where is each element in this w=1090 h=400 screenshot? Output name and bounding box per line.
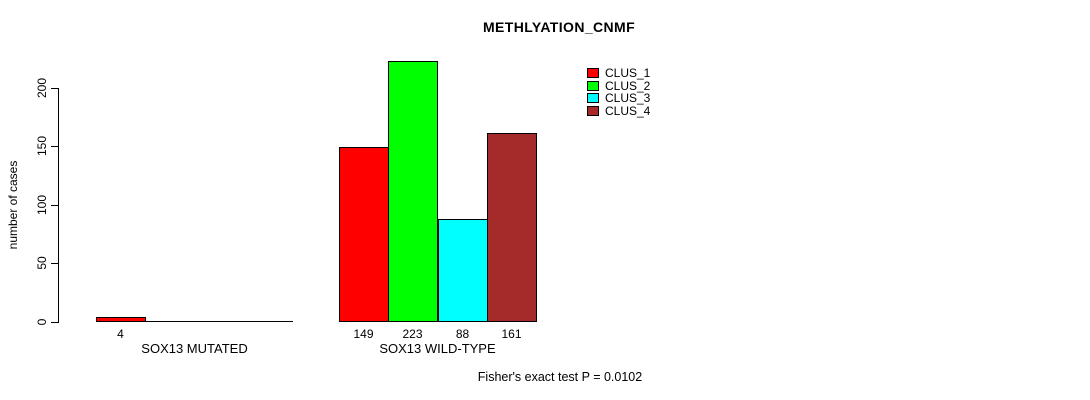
y-axis-tick-label: 0 <box>35 318 49 326</box>
bar-value-label: 161 <box>501 327 522 341</box>
bar-value-label: 223 <box>402 327 423 341</box>
y-axis-tick <box>51 322 58 323</box>
x-axis-baseline <box>96 321 293 322</box>
bar-value-label: 149 <box>353 327 374 341</box>
chart-title: METHLYATION_CNMF <box>482 19 636 35</box>
legend-swatch-clus-2 <box>587 81 599 91</box>
legend-item: CLUS_4 <box>587 105 650 117</box>
legend-label: CLUS_2 <box>605 79 651 93</box>
y-axis-tick <box>51 146 58 147</box>
y-axis-line <box>58 88 59 323</box>
bar-value-label: 88 <box>455 327 470 341</box>
legend-swatch-clus-4 <box>587 106 599 116</box>
legend-swatch-clus-3 <box>587 93 599 103</box>
legend-item: CLUS_1 <box>587 67 650 79</box>
y-axis-tick <box>51 205 58 206</box>
bar-value-label: 4 <box>117 327 124 341</box>
y-axis-label: number of cases <box>6 160 20 250</box>
legend-item: CLUS_2 <box>587 80 650 92</box>
bar-clus-3 <box>438 219 488 322</box>
bar-clus-4 <box>487 133 537 322</box>
y-axis-tick <box>51 263 58 264</box>
legend-swatch-clus-1 <box>587 68 599 78</box>
annotation-fisher-test: Fisher's exact test P = 0.0102 <box>477 370 643 384</box>
y-axis-tick-label: 200 <box>35 77 49 99</box>
bar-clus-2 <box>388 61 438 322</box>
legend-item: CLUS_3 <box>587 92 650 104</box>
x-axis-group-label-wild-type: SOX13 WILD-TYPE <box>379 341 496 356</box>
bar-clus-1 <box>339 147 389 322</box>
legend-label: CLUS_4 <box>605 104 651 118</box>
legend-label: CLUS_3 <box>605 91 651 105</box>
bar-clus-1 <box>96 317 146 322</box>
legend-label: CLUS_1 <box>605 66 651 80</box>
y-axis-tick-label: 100 <box>35 194 49 216</box>
y-axis-tick-label: 50 <box>35 256 49 270</box>
x-axis-group-label-mutated: SOX13 MUTATED <box>141 341 248 356</box>
y-axis-tick <box>51 88 58 89</box>
y-axis-tick-label: 150 <box>35 135 49 157</box>
